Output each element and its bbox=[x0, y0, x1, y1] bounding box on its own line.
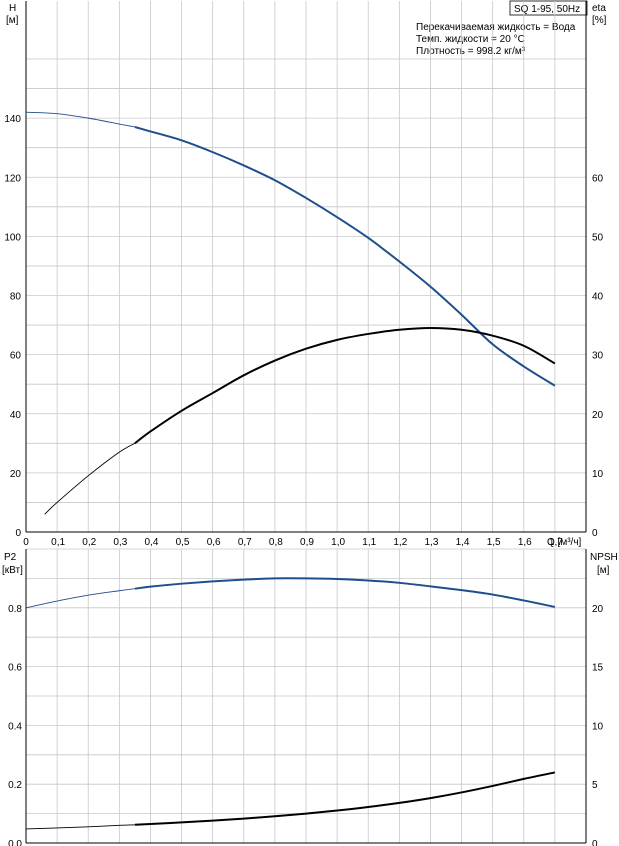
eta-tick-label: 60 bbox=[592, 173, 604, 184]
x-tick-label: 1,2 bbox=[393, 537, 407, 548]
x-tick-label: 0,2 bbox=[82, 537, 96, 548]
eta-axis-unit: [%] bbox=[592, 15, 607, 26]
h-tick-label: 140 bbox=[4, 114, 21, 125]
p2-tick-label: 0.6 bbox=[8, 663, 22, 674]
npsh-curve bbox=[134, 771, 556, 826]
h-tick-label: 80 bbox=[10, 292, 22, 303]
x-tick-label: 1,5 bbox=[487, 537, 501, 548]
bottom-grid bbox=[26, 548, 587, 843]
h-axis-title: H bbox=[9, 3, 16, 14]
head-curve-thin bbox=[25, 111, 135, 128]
npsh-tick-label: 15 bbox=[592, 663, 604, 674]
axes bbox=[25, 1, 587, 844]
npsh-axis-unit: [м] bbox=[597, 565, 610, 576]
p2-axis-unit: [кВт] bbox=[2, 565, 23, 576]
eta-tick-label: 40 bbox=[592, 292, 604, 303]
eta-tick-label: 10 bbox=[592, 469, 604, 480]
power-curve bbox=[134, 577, 556, 608]
x-tick-label: 0,8 bbox=[269, 537, 283, 548]
p2-tick-label: 0.2 bbox=[8, 780, 22, 791]
p2-axis-title: P2 bbox=[4, 552, 17, 563]
x-tick-label: 1,4 bbox=[456, 537, 470, 548]
info-line-1: Перекачиваемая жидкость = Вода bbox=[416, 22, 576, 33]
x-tick-label: 0,4 bbox=[144, 537, 158, 548]
npsh-tick-label: 10 bbox=[592, 721, 604, 732]
x-tick-label: 0,3 bbox=[113, 537, 127, 548]
npsh-curve-thin bbox=[25, 824, 135, 830]
head-curve bbox=[134, 126, 556, 387]
x-tick-label: 0,7 bbox=[238, 537, 252, 548]
h-tick-label: 40 bbox=[10, 410, 22, 421]
eta-tick-label: 50 bbox=[592, 232, 604, 243]
npsh-tick-label: 20 bbox=[592, 604, 604, 615]
info-line-3: Плотность = 998.2 кг/м³ bbox=[416, 46, 526, 57]
power-curve-thin bbox=[25, 588, 135, 609]
efficiency-curve-thin bbox=[44, 442, 136, 515]
x-tick-label: 1,1 bbox=[362, 537, 376, 548]
top-grid bbox=[26, 1, 587, 532]
eta-tick-label: 0 bbox=[592, 528, 598, 539]
x-tick-label: 0,6 bbox=[207, 537, 221, 548]
h-tick-label: 120 bbox=[4, 173, 21, 184]
efficiency-curve bbox=[134, 327, 556, 445]
x-tick-label: 0,1 bbox=[51, 537, 65, 548]
x-tick-label: 0 bbox=[23, 537, 29, 548]
tick-labels: 0 0,1 0,2 0,3 0,4 0,5 0,6 0,7 0,8 0,9 1,0 1,1 1,2 1,3… bbox=[4, 114, 603, 846]
x-axis-label: Q [м³/ч] bbox=[547, 537, 582, 548]
x-tick-label: 1,7 bbox=[549, 537, 563, 548]
x-tick-label: 0,9 bbox=[300, 537, 314, 548]
model-label: SQ 1-95, 50Hz bbox=[514, 4, 580, 15]
h-axis-unit: [м] bbox=[6, 15, 19, 26]
x-tick-label: 1,0 bbox=[331, 537, 345, 548]
p2-tick-label: 0.8 bbox=[8, 604, 22, 615]
eta-tick-label: 20 bbox=[592, 410, 604, 421]
npsh-tick-label: 5 bbox=[592, 780, 598, 791]
h-tick-label: 0 bbox=[15, 528, 21, 539]
x-tick-label: 1,3 bbox=[424, 537, 438, 548]
x-tick-label: 0,5 bbox=[176, 537, 190, 548]
curves bbox=[25, 111, 556, 830]
x-tick-label: 1,6 bbox=[518, 537, 532, 548]
npsh-axis-title: NPSH bbox=[590, 552, 618, 563]
h-tick-label: 20 bbox=[10, 469, 22, 480]
npsh-tick-label: 0 bbox=[592, 839, 598, 846]
model-box bbox=[509, 0, 588, 16]
eta-axis-title: eta bbox=[592, 3, 606, 14]
eta-tick-label: 30 bbox=[592, 351, 604, 362]
h-tick-label: 100 bbox=[4, 232, 21, 243]
info-line-2: Темп. жидкости = 20 °C bbox=[416, 34, 525, 45]
h-tick-label: 60 bbox=[10, 351, 22, 362]
p2-tick-label: 0.0 bbox=[8, 839, 22, 846]
p2-tick-label: 0.4 bbox=[8, 721, 22, 732]
